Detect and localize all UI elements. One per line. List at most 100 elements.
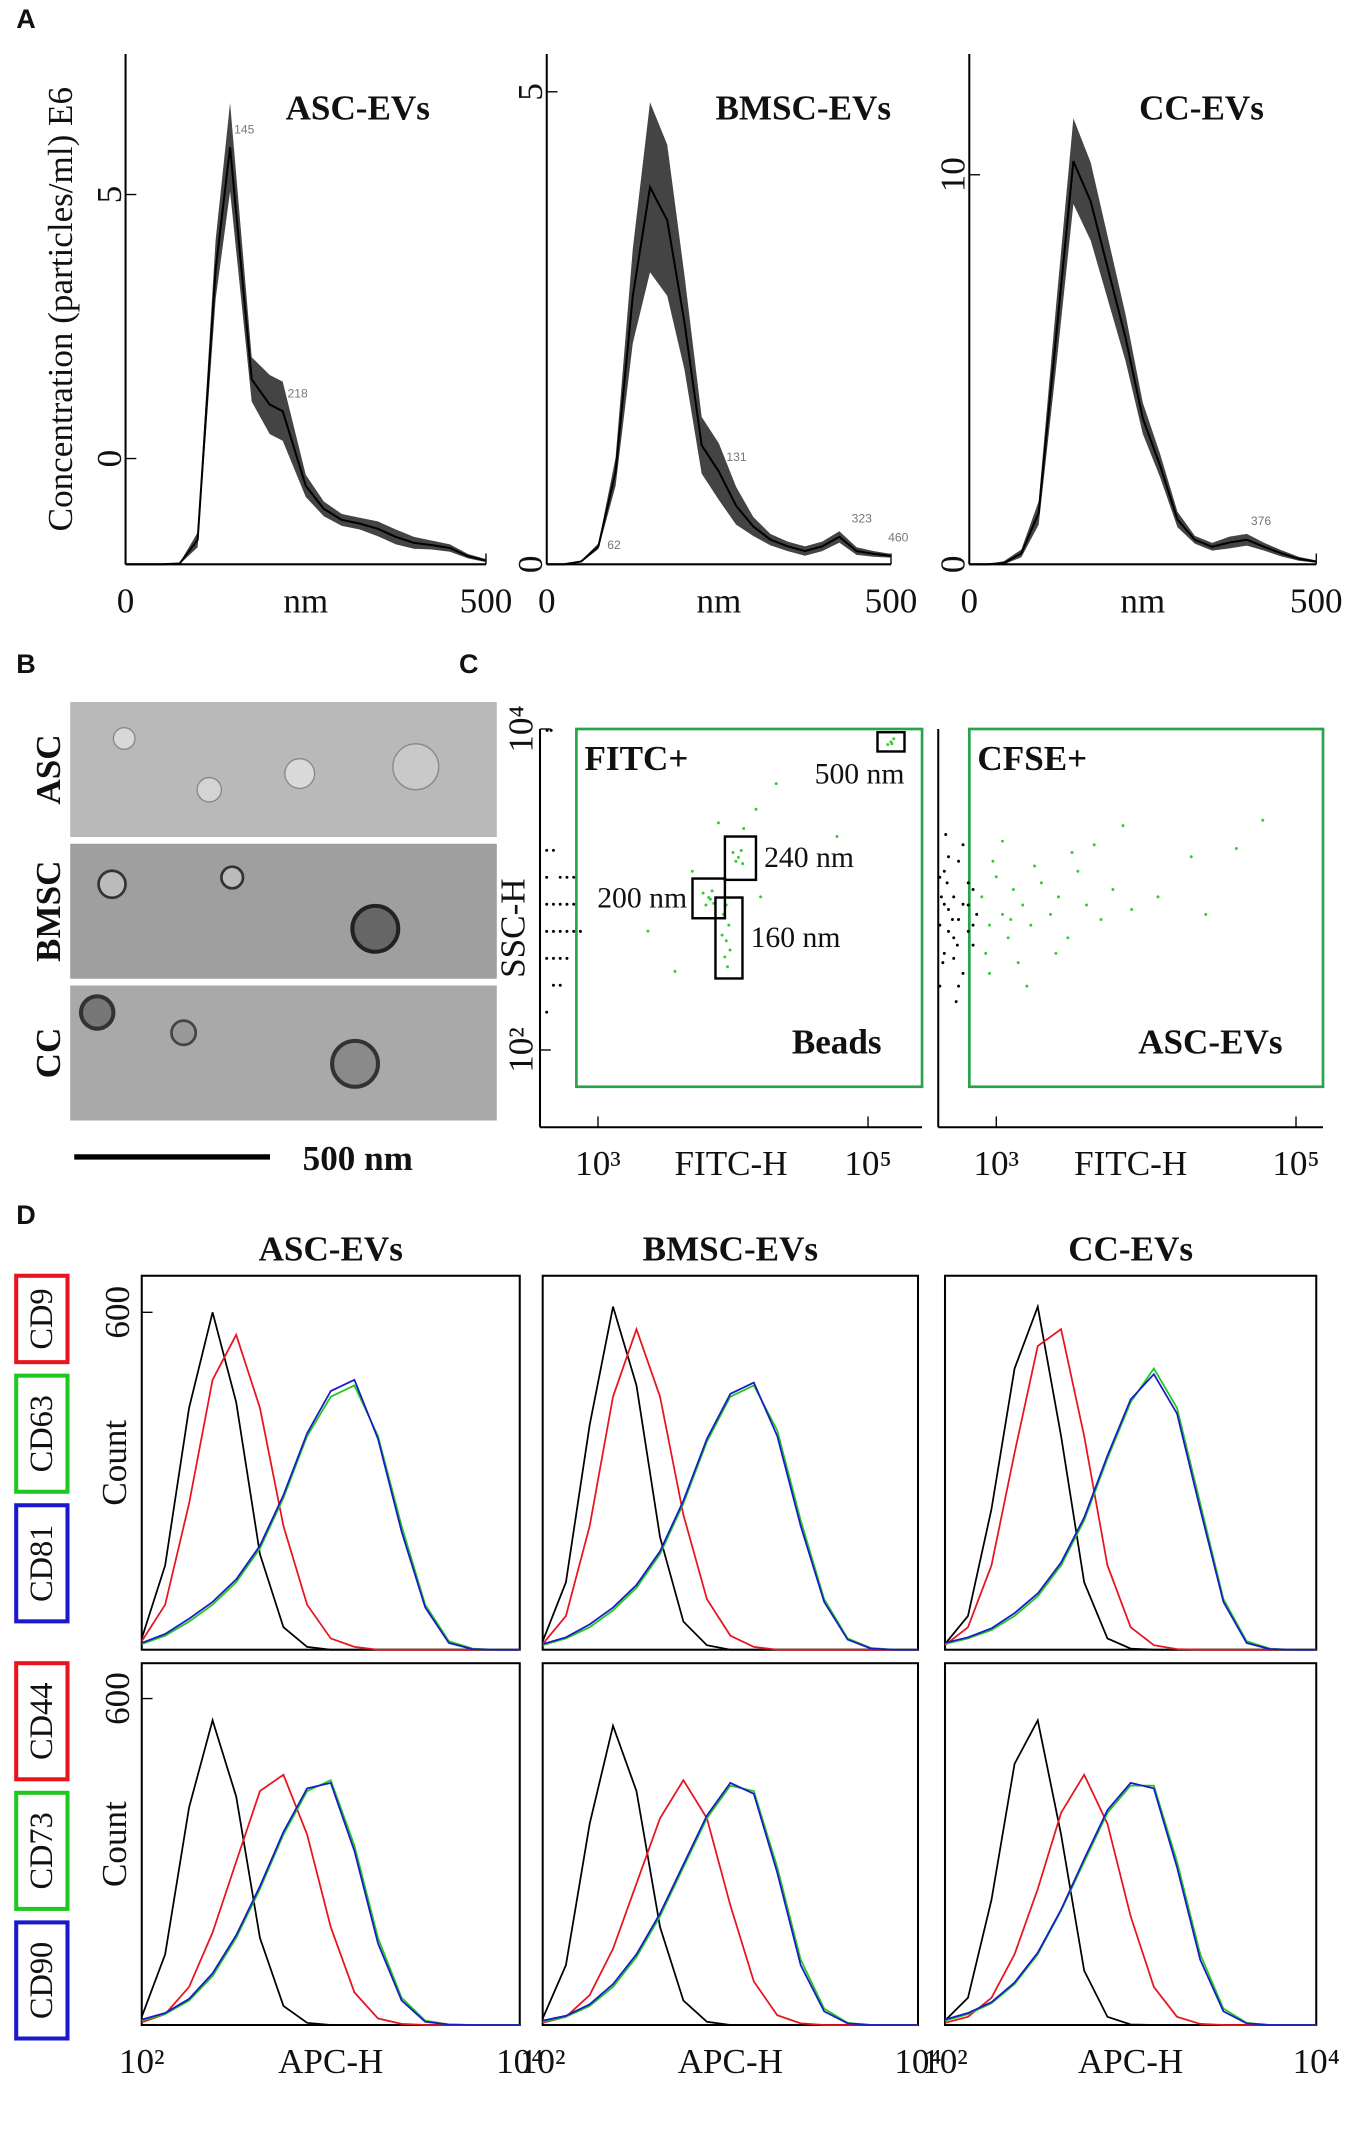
scatter-point (572, 902, 576, 906)
x-tick-label: 10³ (575, 1144, 621, 1183)
peak-label: 62 (607, 538, 621, 552)
scatter-point (1025, 984, 1029, 988)
x-tick-label: 0 (961, 581, 979, 620)
x-tick-label: 10³ (973, 1144, 1019, 1183)
x-tick-label: 10⁵ (1272, 1144, 1319, 1183)
x-tick-label: 0 (538, 581, 556, 620)
x-axis-label: nm (696, 581, 741, 620)
gate (575, 727, 924, 1089)
scatter-point (975, 912, 979, 916)
scatter-point (942, 902, 946, 906)
scatter-point (565, 956, 569, 960)
scatter-point (886, 743, 890, 747)
scatter-point (971, 943, 975, 947)
scatter-point (558, 983, 562, 987)
legend-label: CD44 (24, 1683, 60, 1760)
scatter-point (1121, 824, 1125, 828)
row-label: CC (29, 1028, 68, 1079)
scatter-point (961, 902, 965, 906)
scatter-point (1011, 888, 1015, 891)
scatter-point (716, 821, 720, 825)
series-line (542, 1381, 919, 1651)
scatter-point (725, 965, 729, 969)
x-axis-label: APC-H (1078, 2042, 1183, 2081)
scatter-point (980, 895, 984, 899)
legend-label: CD90 (24, 1942, 60, 2019)
scatter-point (1261, 818, 1265, 822)
series-line (542, 1778, 919, 2026)
scatter-point (724, 939, 728, 943)
scatter-point (1021, 903, 1025, 907)
chart-title: CC-EVs (1068, 1229, 1193, 1268)
y-tick-label: 0 (934, 556, 973, 574)
row-label: BMSC (29, 861, 68, 962)
scatter-point (545, 956, 549, 960)
scatter-point (1054, 951, 1058, 955)
legend-box (14, 1273, 70, 1365)
scale-bar-label: 500 nm (303, 1139, 413, 1178)
scatter-point (704, 903, 708, 907)
scatter-point (759, 895, 763, 899)
scatter-point (545, 929, 549, 933)
y-tick-label: 600 (98, 1672, 137, 1725)
scatter-point (551, 956, 555, 960)
x-axis-label: FITC-H (674, 1144, 787, 1183)
vesicle (97, 869, 127, 900)
scatter-point (545, 848, 549, 852)
series-line (944, 1366, 1317, 1651)
scatter-point (754, 807, 758, 811)
legend-box (14, 1920, 70, 2041)
vesicle (350, 903, 401, 954)
tem-images (70, 702, 497, 1160)
scatter-point (991, 859, 995, 863)
peak-label: 145 (234, 122, 255, 136)
scatter-point (727, 923, 731, 927)
scatter-point (646, 929, 650, 933)
panel-label: C (459, 649, 479, 679)
scatter-point (892, 737, 896, 741)
scatter-point (1049, 912, 1052, 916)
scatter-point (1111, 888, 1115, 891)
bead-gate-label: 200 nm (597, 882, 687, 914)
x-axis-label: FITC-H (1074, 1144, 1187, 1183)
scatter-point (708, 897, 712, 901)
scatter-point (565, 929, 569, 933)
x-axis-label: APC-H (278, 2042, 383, 2081)
series-line (546, 184, 892, 566)
y-tick-label: 10² (502, 1027, 541, 1073)
chart-title: BMSC-EVs (716, 89, 892, 128)
scatter-point (1156, 895, 1160, 899)
y-axis-label: Count (95, 1420, 134, 1506)
scatter-point (701, 891, 705, 895)
scatter-point (971, 923, 975, 927)
scatter-point (954, 1000, 958, 1004)
scatter-point (966, 881, 970, 885)
scatter-point (578, 929, 582, 933)
scatter-point (1066, 936, 1070, 940)
chart-title: BMSC-EVs (643, 1229, 819, 1268)
scatter-point (944, 833, 948, 837)
y-tick-label: 10 (934, 157, 973, 192)
scatter-point (987, 971, 991, 975)
scatter-point (938, 923, 942, 927)
vesicle (330, 1038, 381, 1089)
series-line (141, 1781, 520, 2026)
gate (967, 727, 1325, 1089)
x-tick-label: 10² (520, 2042, 566, 2081)
scatter-point (734, 859, 738, 863)
y-tick-label: 600 (98, 1286, 137, 1339)
series-line (969, 160, 1317, 566)
series-line (141, 1332, 520, 1651)
scatter-point (558, 956, 562, 960)
scatter-point (890, 742, 894, 746)
y-tick-label: 5 (90, 186, 129, 204)
x-tick-label: 0 (117, 581, 135, 620)
scatter-point (710, 889, 714, 893)
scatter-point (1006, 936, 1010, 940)
scatter-point (1039, 881, 1043, 885)
scatter-point (947, 929, 950, 933)
series-line (141, 1384, 520, 1651)
y-tick-label: 0 (90, 450, 129, 468)
legend-label: CD63 (24, 1395, 60, 1472)
scatter-point (961, 843, 965, 847)
